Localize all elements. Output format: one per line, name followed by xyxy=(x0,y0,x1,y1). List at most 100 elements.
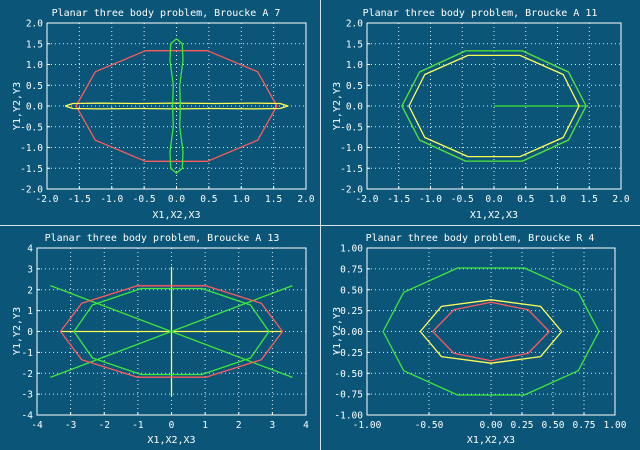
y-tick-label: 0.50 xyxy=(340,285,363,296)
series-yellow-2 xyxy=(408,54,580,158)
chart-title: Planar three body problem, Broucke A 7 xyxy=(52,8,281,19)
y-tick-label: -2.0 xyxy=(340,185,363,196)
y-tick-label: -0.75 xyxy=(334,390,363,401)
x-tick-label: 0.75 xyxy=(573,420,596,431)
y-tick-label: 1.0 xyxy=(26,60,43,71)
x-axis-label: X1,X2,X3 xyxy=(470,210,518,221)
x-axis-label: X1,X2,X3 xyxy=(152,210,200,221)
series-yellow-1 xyxy=(419,299,563,364)
series-red-2 xyxy=(432,301,550,362)
x-tick-label: 0.25 xyxy=(511,420,534,431)
y-tick-label: 0 xyxy=(27,327,33,338)
x-tick-label: -1.0 xyxy=(100,194,123,205)
x-tick-label: -2 xyxy=(99,420,110,431)
y-tick-label: -2.0 xyxy=(20,185,43,196)
y-tick-label: 0.0 xyxy=(346,102,363,113)
series-green-5 xyxy=(73,287,270,376)
x-tick-label: 1 xyxy=(202,420,208,431)
tick-labels: -2.0 -1.5 -1.0 -0.5 0.0 0.5 1.0 1.5 2.0-2.0-1.5-… xyxy=(20,19,315,206)
series-red-4 xyxy=(59,285,284,378)
x-axis-label: X1,X2,X3 xyxy=(147,435,195,446)
x-tick-label: -1.5 xyxy=(68,194,91,205)
chart-title: Planar three body problem, Broucke R 4 xyxy=(366,233,595,244)
x-tick-label: -1.5 xyxy=(387,194,410,205)
plot-frame xyxy=(366,22,622,190)
y-axis-label: Y1,Y2,Y3 xyxy=(12,82,23,130)
series-green-0 xyxy=(382,267,600,396)
x-tick-label: 0.5 xyxy=(517,194,534,205)
tick-labels: -4 -3 -2 -1 0 1 2 3 4 -4 -3 -2 -1 0 1 2 3 4 xyxy=(22,244,310,432)
y-tick-label: -0.5 xyxy=(340,122,363,133)
y-tick-label: 4 xyxy=(27,244,33,255)
y-tick-label: 3 xyxy=(27,264,33,275)
y-tick-label: -4 xyxy=(22,411,34,422)
y-tick-label: 0.75 xyxy=(340,264,363,275)
x-tick-label: -1.00 xyxy=(353,420,382,431)
x-tick-label: 1.00 xyxy=(604,420,627,431)
x-tick-label: 3 xyxy=(270,420,276,431)
y-tick-label: 0.5 xyxy=(346,81,363,92)
y-tick-label: -3 xyxy=(22,390,33,401)
y-axis-label: Y1,Y2,Y3 xyxy=(332,307,343,355)
y-tick-label: 0.25 xyxy=(340,306,363,317)
y-axis-label: Y1,Y2,Y3 xyxy=(332,82,343,130)
y-tick-label: 1.00 xyxy=(340,244,363,255)
y-tick-label: -1.0 xyxy=(340,143,363,154)
chart-panel-2: Planar three body problem, Broucke A 11 … xyxy=(332,8,630,221)
series-green-1 xyxy=(401,50,587,162)
x-tick-label: 2 xyxy=(236,420,242,431)
x-tick-label: -2.0 xyxy=(36,194,59,205)
x-tick-label: -4 xyxy=(31,420,43,431)
y-tick-label: -1 xyxy=(22,348,34,359)
data-series xyxy=(50,266,293,397)
x-tick-label: -1.0 xyxy=(419,194,442,205)
x-tick-label: -3 xyxy=(65,420,76,431)
y-tick-label: 1 xyxy=(27,306,33,317)
x-axis-label: X1,X2,X3 xyxy=(467,435,515,446)
x-tick-label: 2.0 xyxy=(297,194,314,205)
series-yellow-1 xyxy=(64,102,289,110)
y-tick-label: 0.5 xyxy=(26,81,43,92)
x-tick-label: 0.00 xyxy=(480,420,503,431)
y-tick-label: -0.25 xyxy=(334,348,363,359)
chart-panel-3: Planar three body problem, Broucke A 13 … xyxy=(12,233,309,446)
x-tick-label: 1.0 xyxy=(233,194,250,205)
x-tick-label: 0.50 xyxy=(542,420,565,431)
y-tick-label: 1.0 xyxy=(346,60,363,71)
plot-frame xyxy=(46,22,307,190)
x-tick-label: 1.0 xyxy=(549,194,566,205)
y-tick-label: -1.5 xyxy=(340,164,363,175)
x-tick-label: -2.0 xyxy=(356,194,379,205)
chart-panel-4: Planar three body problem, Broucke R 4 -… xyxy=(332,233,627,446)
plot-frame xyxy=(36,247,307,416)
x-tick-label: 0.0 xyxy=(168,194,185,205)
y-tick-label: -0.50 xyxy=(334,369,363,380)
tick-labels: -1.00 -0.50 0.00 0.25 0.50 0.75 1.00 -1.00 -0.75… xyxy=(334,244,626,432)
y-tick-label: -1.0 xyxy=(20,143,43,154)
data-series xyxy=(64,38,289,174)
x-tick-label: 0.0 xyxy=(485,194,502,205)
tick-labels: -2.0 -1.5 -1.0 -0.5 0.0 0.5 1.0 1.5 2.0-2.0-1.5-… xyxy=(340,19,630,206)
chart-panel-1: Planar three body problem, Broucke A 7 -… xyxy=(12,8,315,221)
y-tick-label: 2.0 xyxy=(346,19,363,30)
x-tick-label: 2.0 xyxy=(612,194,629,205)
y-tick-label: 2 xyxy=(27,285,33,296)
y-tick-label: 1.5 xyxy=(26,39,43,50)
x-tick-label: 1.5 xyxy=(581,194,598,205)
y-tick-label: 2.0 xyxy=(26,19,43,30)
x-tick-label: 4 xyxy=(303,420,309,431)
y-axis-label: Y1,Y2,Y3 xyxy=(12,307,23,355)
x-tick-label: 1.5 xyxy=(265,194,282,205)
y-tick-label: -0.5 xyxy=(20,122,43,133)
x-tick-label: 0 xyxy=(169,420,175,431)
y-tick-label: -1.5 xyxy=(20,164,43,175)
x-tick-label: -0.50 xyxy=(415,420,444,431)
y-tick-label: -2 xyxy=(22,369,33,380)
series-green-2 xyxy=(169,38,184,174)
y-tick-label: 0.0 xyxy=(26,102,43,113)
chart-title: Planar three body problem, Broucke A 13 xyxy=(45,233,280,244)
data-series xyxy=(382,267,600,396)
x-tick-label: -1 xyxy=(132,420,144,431)
plot-frame xyxy=(366,247,616,416)
